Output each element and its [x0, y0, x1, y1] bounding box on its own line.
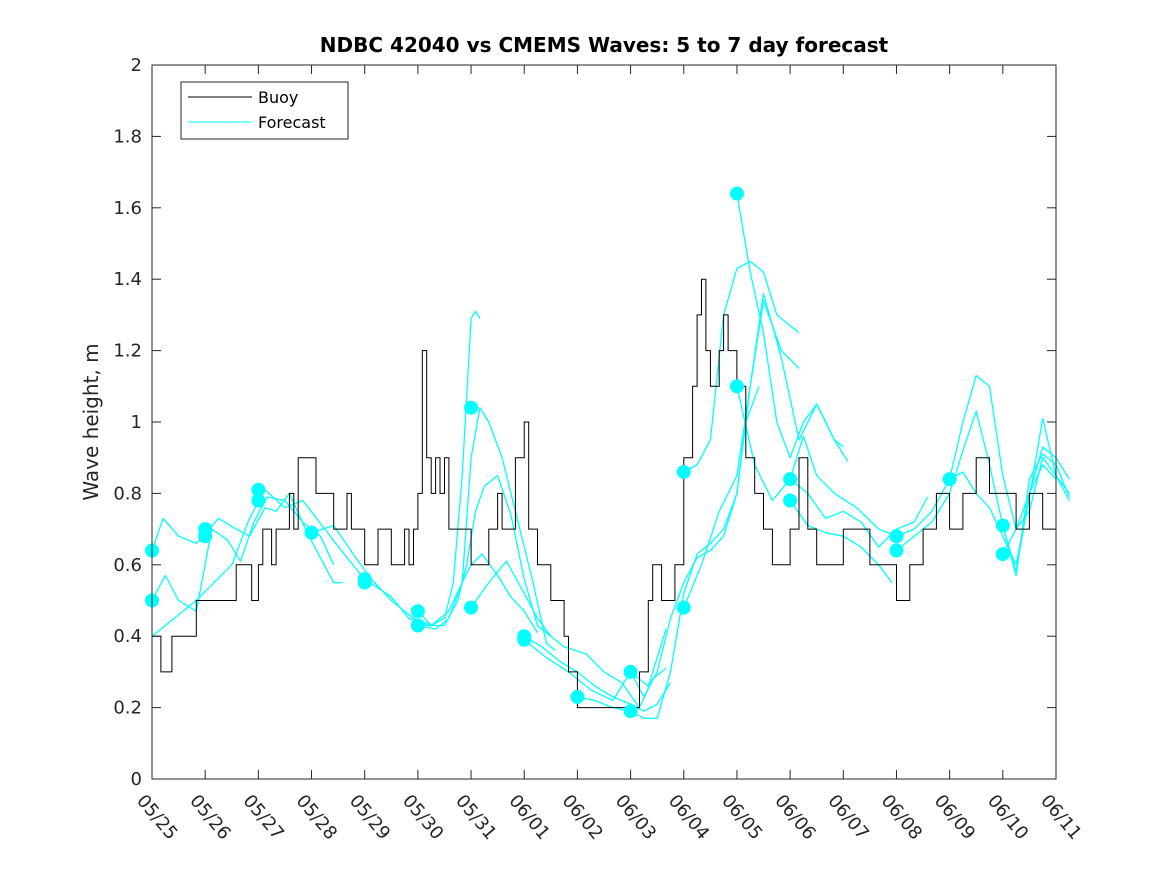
- forecast-init-marker: [198, 529, 213, 544]
- forecast-init-marker: [889, 543, 904, 558]
- forecast-line: [896, 374, 1070, 537]
- forecast-line: [311, 524, 539, 633]
- chart-title: NDBC 42040 vs CMEMS Waves: 5 to 7 day fo…: [320, 33, 889, 57]
- y-tick-label: 0.6: [113, 555, 142, 576]
- forecast-init-marker: [995, 547, 1010, 562]
- forecast-init-marker: [357, 575, 372, 590]
- y-tick-label: 1.4: [113, 269, 142, 290]
- forecast-init-marker: [304, 525, 319, 540]
- y-tick-label: 1.6: [113, 198, 142, 219]
- forecast-init-marker: [251, 493, 266, 508]
- forecast-line: [736, 386, 897, 537]
- forecast-line: [151, 496, 335, 612]
- forecast-line: [630, 299, 800, 698]
- forecast-init-marker: [676, 464, 691, 479]
- forecast-line: [151, 492, 343, 584]
- forecast-line: [523, 628, 667, 702]
- y-tick-label: 0.2: [113, 698, 142, 719]
- forecast-line: [417, 407, 556, 652]
- forecast-init-marker: [623, 664, 638, 679]
- forecast-init-marker: [942, 472, 957, 487]
- forecast-line: [683, 260, 800, 473]
- y-tick-label: 1: [131, 412, 142, 433]
- y-tick-label: 0.4: [113, 626, 142, 647]
- data-lines: [151, 193, 1070, 719]
- forecast-init-marker: [995, 518, 1010, 533]
- legend-box: [180, 81, 349, 140]
- y-tick-label: 2: [131, 55, 142, 76]
- forecast-init-marker: [783, 472, 798, 487]
- forecast-init-marker: [251, 482, 266, 497]
- y-tick-label: 1.8: [113, 126, 142, 147]
- buoy-line: [152, 278, 1057, 709]
- forecast-markers: [145, 186, 1010, 719]
- forecast-init-marker: [517, 632, 532, 647]
- forecast-init-marker: [783, 493, 798, 508]
- y-axis-label: Wave height, m: [79, 343, 103, 500]
- forecast-line: [1002, 453, 1070, 577]
- forecast-init-marker: [623, 704, 638, 719]
- forecast-init-marker: [676, 600, 691, 615]
- legend-buoy-label: Buoy: [258, 88, 298, 107]
- forecast-init-marker: [729, 186, 744, 201]
- legend: Buoy Forecast: [180, 81, 349, 140]
- y-tick-label: 1.2: [113, 341, 142, 362]
- forecast-init-marker: [729, 379, 744, 394]
- forecast-line: [789, 478, 929, 548]
- forecast-init-marker: [464, 600, 479, 615]
- forecast-init-marker: [570, 689, 585, 704]
- forecast-init-marker: [410, 604, 425, 619]
- legend-forecast-label: Forecast: [258, 113, 326, 132]
- forecast-line: [523, 635, 672, 712]
- forecast-init-marker: [464, 400, 479, 415]
- y-tick-label: 0: [131, 769, 142, 790]
- plot-area: [152, 65, 1056, 779]
- forecast-init-marker: [889, 529, 904, 544]
- y-tick-label: 0.8: [113, 483, 142, 504]
- y-axis: 0 0.2 0.4 0.6 0.8 1 1.2 1.4 1.6 1.8 2: [113, 55, 1056, 790]
- forecast-init-marker: [410, 618, 425, 633]
- forecast-line: [736, 193, 849, 462]
